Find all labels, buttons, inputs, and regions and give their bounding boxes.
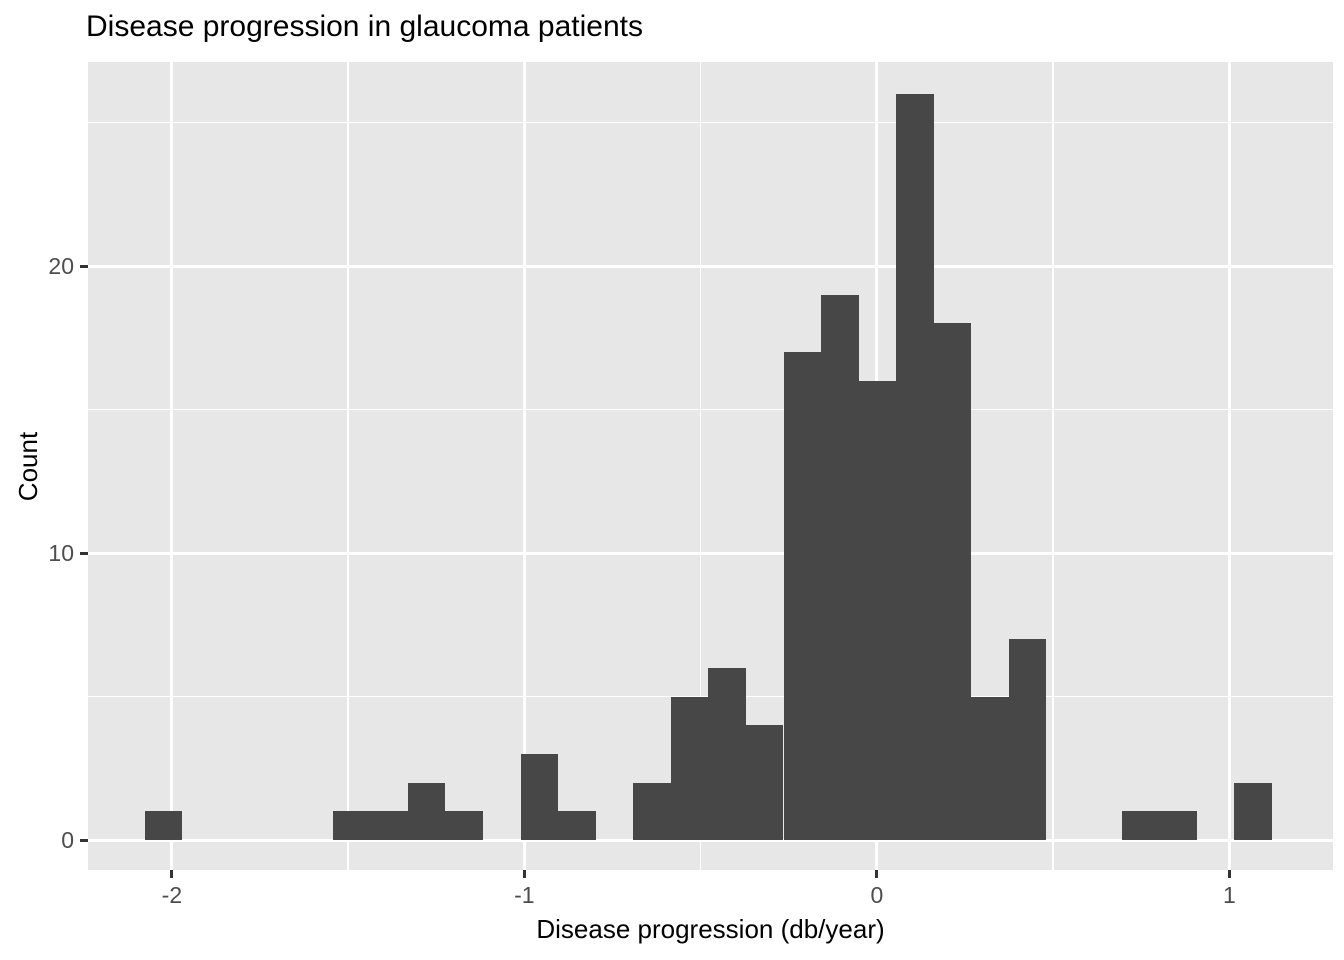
histogram-bar xyxy=(332,811,371,840)
gridline-x-major xyxy=(170,62,174,870)
y-axis-title: Count xyxy=(12,62,46,870)
histogram-bar xyxy=(1234,782,1272,840)
histogram-bar xyxy=(971,696,1009,840)
histogram-bar xyxy=(633,782,671,840)
histogram-bar xyxy=(1159,811,1197,840)
y-tick-label: 10 xyxy=(48,540,74,566)
histogram-bar xyxy=(670,696,709,840)
y-tick-label: 20 xyxy=(48,253,74,279)
y-tick-mark xyxy=(80,264,88,268)
histogram-bar xyxy=(745,725,784,840)
plot-panel xyxy=(88,62,1333,870)
gridline-y-major xyxy=(88,264,1333,268)
x-tick-mark xyxy=(522,870,526,878)
gridline-y-minor xyxy=(88,408,1333,411)
y-axis-title-text: Count xyxy=(13,431,44,501)
gridline-x-major xyxy=(1227,62,1231,870)
histogram-bar xyxy=(445,811,483,840)
x-tick-label: -2 xyxy=(161,882,183,908)
gridline-x-major xyxy=(522,62,526,870)
histogram-bar xyxy=(1121,811,1160,840)
histogram-bar xyxy=(896,93,934,840)
histogram-bar xyxy=(933,323,972,840)
histogram-bar xyxy=(858,380,897,840)
histogram-bar xyxy=(370,811,408,840)
histogram-bar xyxy=(558,811,596,840)
histogram-bar xyxy=(708,667,746,840)
x-tick-mark xyxy=(1227,870,1231,878)
x-tick-label: 1 xyxy=(1222,882,1236,908)
histogram-bar xyxy=(407,782,446,840)
y-tick-mark xyxy=(80,551,88,555)
histogram-bar xyxy=(520,753,559,840)
y-tick-label: 0 xyxy=(61,827,74,853)
histogram-bar xyxy=(821,294,859,840)
histogram-bar xyxy=(1008,639,1047,840)
chart-title: Disease progression in glaucoma patients xyxy=(86,10,643,43)
x-tick-label: 0 xyxy=(870,882,884,908)
x-tick-label: -1 xyxy=(514,882,535,908)
y-tick-mark xyxy=(80,838,88,842)
gridline-y-major xyxy=(88,838,1333,842)
gridline-y-major xyxy=(88,551,1333,555)
x-axis-title: Disease progression (db/year) xyxy=(536,914,885,944)
histogram-bar xyxy=(144,811,183,840)
gridline-x-minor xyxy=(1052,62,1054,870)
x-tick-mark xyxy=(170,870,174,878)
gridline-y-minor xyxy=(88,121,1333,124)
gridline-x-minor xyxy=(347,62,349,870)
x-tick-mark xyxy=(875,870,879,878)
histogram-bar xyxy=(783,352,822,840)
gridline-x-minor xyxy=(699,62,702,870)
